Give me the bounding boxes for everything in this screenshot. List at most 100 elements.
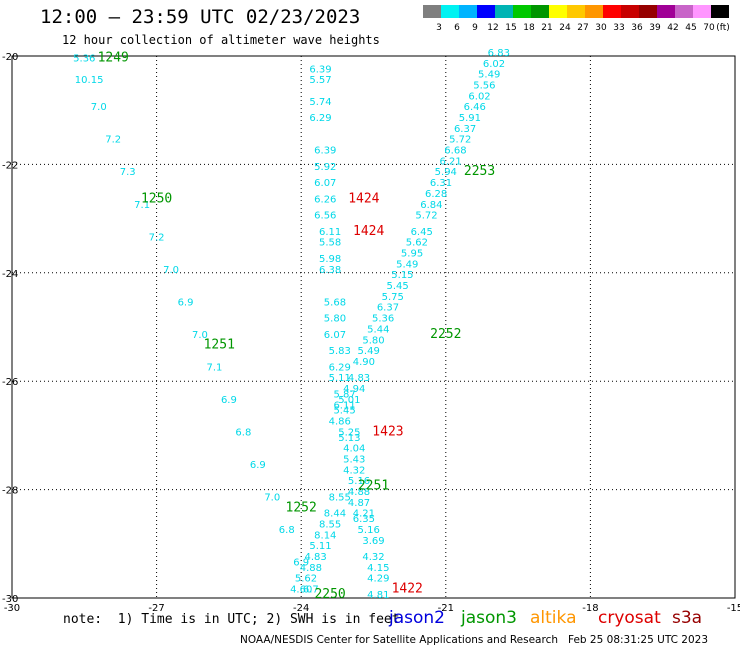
wave-height-label: 5.16	[348, 476, 370, 487]
colorbar-swatch	[711, 5, 729, 18]
colorbar-label: 12	[487, 23, 498, 33]
wave-height-label: 5.43	[343, 455, 365, 466]
colorbar-swatch	[495, 5, 513, 18]
wave-height-label: 4.29	[367, 574, 389, 585]
wave-height-label: 7.0	[91, 102, 107, 113]
wave-height-label: 4.86	[329, 417, 351, 428]
pass-time-label: 1249	[98, 50, 129, 65]
wave-height-label: 6.7	[303, 585, 319, 596]
pass-time-label: 1251	[204, 338, 235, 353]
wave-height-label: 6.29	[329, 362, 351, 373]
wave-height-label: 6.02	[468, 91, 490, 102]
colorbar-label: 36	[631, 23, 643, 33]
x-tick-label: -27	[148, 603, 164, 614]
y-tick-label: -30	[2, 594, 18, 605]
wave-height-label: 7.3	[120, 167, 136, 178]
wave-height-label: 5.80	[324, 314, 346, 325]
x-tick-label: -18	[582, 603, 598, 614]
pass-time-label: 1422	[392, 582, 423, 597]
wave-height-label: 7.0	[163, 265, 179, 276]
satellite-legend-altika: altika	[530, 608, 577, 628]
wave-height-label: 6.8	[279, 525, 295, 536]
wave-height-label: 5.91	[459, 113, 481, 124]
colorbar-swatch	[567, 5, 585, 18]
y-tick-label: -28	[2, 486, 18, 497]
colorbar-swatch	[621, 5, 639, 18]
colorbar-label: 33	[613, 23, 624, 33]
colorbar-label: (ft)	[716, 23, 730, 33]
colorbar-label: 70	[703, 23, 715, 33]
wave-height-label: 5.87	[333, 389, 355, 400]
wave-height-label: 4.15	[367, 563, 389, 574]
wave-height-label: 6.29	[309, 113, 331, 124]
wave-height-label: 5.25	[338, 427, 360, 438]
wave-height-label: 5.92	[314, 162, 336, 173]
plot-frame	[11, 55, 736, 599]
wave-height-label: 5.74	[309, 97, 331, 108]
wave-height-label: 5.57	[309, 75, 331, 86]
wave-height-label: 6.9	[221, 395, 237, 406]
colorbar-swatch	[675, 5, 693, 18]
wave-height-label: 6.07	[314, 178, 336, 189]
satellite-legend-s3a: s3a	[672, 608, 703, 628]
pass-time-label: 1250	[141, 191, 172, 206]
satellite-legend-jason3: jason3	[461, 608, 517, 628]
wave-height-label: 4.88	[348, 487, 370, 498]
wave-height-label: 6.84	[420, 200, 442, 211]
wave-height-label: 10.15	[75, 75, 104, 86]
wave-height-label: 5.83	[329, 346, 351, 357]
colorbar-swatch	[459, 5, 477, 18]
pass-time-label: 1423	[372, 424, 403, 439]
wave-height-label: 7.1	[206, 362, 222, 373]
wave-height-label: 6.9	[250, 460, 266, 471]
wave-height-label: 6.38	[319, 265, 341, 276]
wave-height-label: 6.31	[430, 178, 452, 189]
wave-height-label: 5.58	[319, 238, 341, 249]
wave-height-label: 5.16	[358, 525, 380, 536]
wave-height-label: 5.62	[295, 574, 317, 585]
wave-height-label: 4.83	[305, 552, 327, 563]
wave-height-label: 4.32	[362, 552, 384, 563]
wave-height-label: 4.88	[300, 563, 322, 574]
x-tick-label: -21	[438, 603, 454, 614]
wave-height-label: 8.14	[314, 530, 336, 541]
footer-credit: NOAA/NESDIS Center for Satellite Applica…	[240, 634, 709, 646]
wave-height-label: 8.44	[324, 509, 346, 520]
wave-height-label: 6.26	[314, 194, 336, 205]
wave-height-label: 4.04	[343, 444, 365, 455]
wave-height-label: 6.11	[333, 400, 355, 411]
wave-height-label: 7.2	[149, 232, 165, 243]
colorbar-swatch	[477, 5, 495, 18]
wave-height-label: 6.35	[353, 514, 375, 525]
wave-height-label: 5.80	[362, 335, 384, 346]
wave-height-label: 5.49	[358, 346, 380, 357]
colorbar-swatch	[441, 5, 459, 18]
wave-height-label: 5.72	[449, 135, 471, 146]
wave-height-label: 5.45	[333, 406, 355, 417]
wave-height-label: 5.01	[338, 395, 360, 406]
wave-height-label: 5.72	[415, 211, 437, 222]
wave-height-label: 6.68	[444, 146, 466, 157]
colorbar-label: 15	[505, 23, 516, 33]
wave-height-label: 5.44	[367, 324, 389, 335]
colorbar-label: 27	[577, 23, 588, 33]
wave-height-label: 5.11	[329, 373, 351, 384]
colorbar-label: 42	[667, 23, 678, 33]
wave-height-label: 7.1	[134, 200, 150, 211]
wave-height-label: 5.11	[309, 541, 331, 552]
pass-time-label: 1252	[286, 500, 317, 515]
wave-height-label: 6.37	[454, 124, 476, 135]
colorbar-label: 30	[595, 23, 607, 33]
wave-height-label: 4.87	[348, 498, 370, 509]
wave-height-label: 5.13	[338, 433, 360, 444]
wave-height-label: 5.36	[73, 53, 95, 64]
colorbar-swatch	[585, 5, 603, 18]
wave-height-label: 6.56	[314, 211, 336, 222]
colorbar-label: 39	[649, 23, 661, 33]
wave-height-label: 6.9	[178, 297, 194, 308]
wave-height-label: 5.95	[401, 249, 423, 260]
colorbar-swatch	[603, 5, 621, 18]
wave-height-label: 5.56	[473, 81, 495, 92]
wave-height-label: 4.94	[343, 384, 365, 395]
